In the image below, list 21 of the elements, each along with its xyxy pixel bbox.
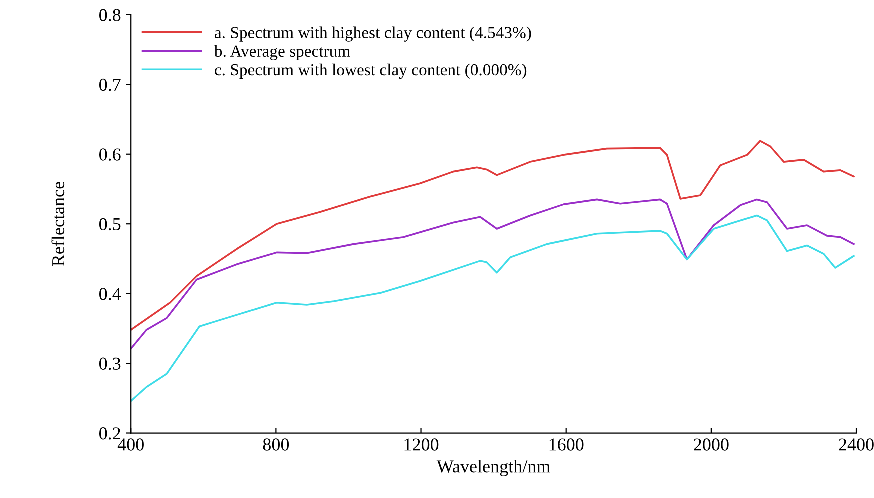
x-tick-label: 1200: [404, 438, 439, 451]
line-series: [131, 214, 855, 402]
x-tick-label: 800: [263, 438, 290, 451]
legend-label: c. Spectrum with lowest clay content (0.000%): [215, 64, 527, 80]
line-series: [131, 198, 855, 350]
x-tick-label: 2400: [839, 438, 874, 451]
y-tick-label: 0.3: [99, 358, 121, 370]
x-tick-label: 1600: [550, 438, 584, 451]
line-series: [131, 140, 855, 331]
x-tick-label: 2000: [694, 438, 729, 451]
y-tick-label: 0.4: [99, 288, 122, 300]
x-axis-title: Wavelength/nm: [436, 460, 550, 476]
y-axis-title: Reflectance: [52, 182, 65, 266]
y-tick-label: 0.8: [99, 9, 121, 22]
legend-label: b. Average spectrum: [214, 45, 350, 60]
x-tick-label: 400: [118, 438, 144, 451]
y-tick-label: 0.2: [99, 428, 120, 440]
y-tick-label: 0.6: [99, 148, 121, 161]
y-tick-label: 0.7: [99, 78, 121, 92]
legend-label: a. Spectrum with highest clay content (4.543%): [215, 26, 532, 42]
y-tick-label: 0.5: [99, 218, 121, 231]
